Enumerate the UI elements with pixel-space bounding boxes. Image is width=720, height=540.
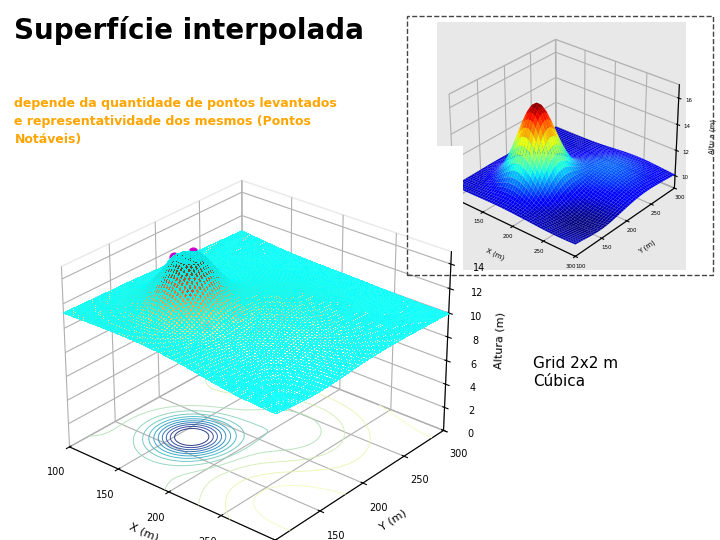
Y-axis label: Y (m): Y (m) (377, 508, 408, 533)
Text: depende da quantidade de pontos levantados
e representatividade dos mesmos (Pont: depende da quantidade de pontos levantad… (14, 97, 337, 146)
Y-axis label: Y (m): Y (m) (637, 239, 657, 254)
X-axis label: X (m): X (m) (485, 247, 505, 261)
Text: Superfície interpolada: Superfície interpolada (14, 16, 364, 45)
Text: Grid 2x2 m
Cúbica: Grid 2x2 m Cúbica (533, 356, 618, 389)
X-axis label: X (m): X (m) (127, 521, 160, 540)
